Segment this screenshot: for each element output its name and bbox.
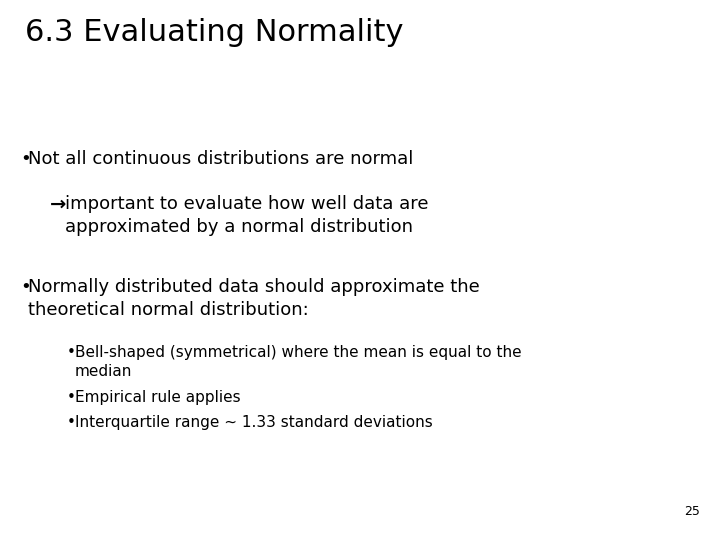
Text: Bell-shaped (symmetrical) where the mean is equal to the
median: Bell-shaped (symmetrical) where the mean… <box>75 345 521 379</box>
Text: •: • <box>67 390 76 405</box>
Text: •: • <box>20 150 31 168</box>
Text: →: → <box>50 195 66 214</box>
Text: 6.3 Evaluating Normality: 6.3 Evaluating Normality <box>25 18 403 47</box>
Text: •: • <box>20 278 31 296</box>
Text: Interquartile range ~ 1.33 standard deviations: Interquartile range ~ 1.33 standard devi… <box>75 415 433 430</box>
Text: Empirical rule applies: Empirical rule applies <box>75 390 240 405</box>
Text: Normally distributed data should approximate the
theoretical normal distribution: Normally distributed data should approxi… <box>28 278 480 319</box>
Text: Not all continuous distributions are normal: Not all continuous distributions are nor… <box>28 150 413 168</box>
Text: •: • <box>67 415 76 430</box>
Text: •: • <box>67 345 76 360</box>
Text: important to evaluate how well data are
approximated by a normal distribution: important to evaluate how well data are … <box>65 195 428 236</box>
Text: 25: 25 <box>684 505 700 518</box>
